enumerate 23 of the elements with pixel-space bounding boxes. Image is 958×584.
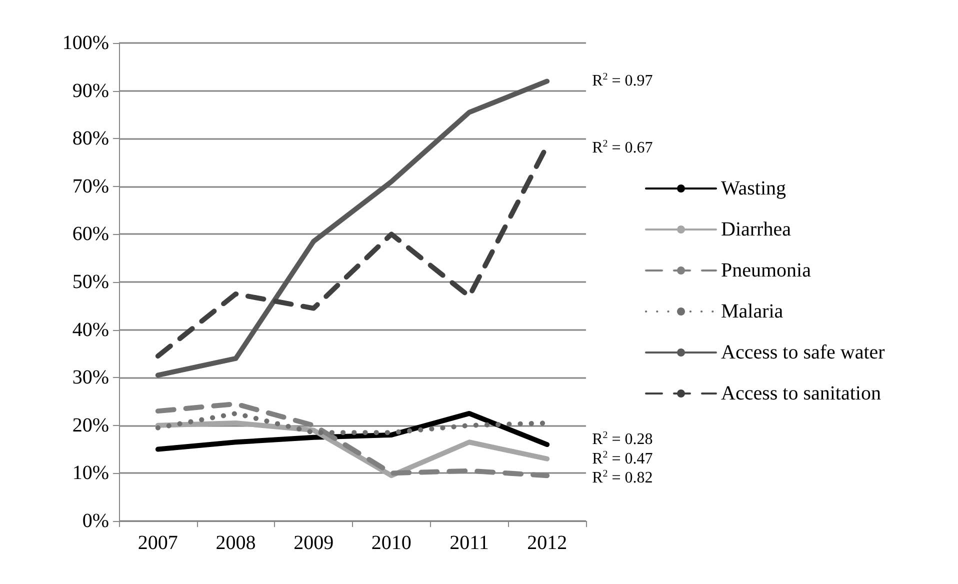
legend-label: Access to safe water <box>721 342 886 364</box>
x-tick-label: 2007 <box>138 532 178 554</box>
y-tick-label: 60% <box>72 223 109 246</box>
x-tick-label: 2012 <box>527 532 568 554</box>
y-tick-label: 100% <box>62 32 109 54</box>
y-tick-label: 20% <box>72 414 109 436</box>
legend-label: Pneumonia <box>721 260 812 282</box>
y-tick-label: 0% <box>82 510 109 532</box>
x-tick-label: 2009 <box>294 532 334 554</box>
legend-label: Wasting <box>721 178 786 200</box>
x-tick-label: 2010 <box>371 532 412 554</box>
y-tick-label: 30% <box>72 366 109 389</box>
y-tick-label: 80% <box>72 128 109 150</box>
y-tick-label: 40% <box>72 318 109 341</box>
y-tick-label: 70% <box>72 175 109 198</box>
x-tick-label: 2008 <box>216 532 256 554</box>
legend-label: Access to sanitation <box>721 382 881 404</box>
legend-label: Malaria <box>721 300 784 322</box>
y-tick-label: 50% <box>72 271 109 293</box>
legend-label: Diarrhea <box>721 218 792 240</box>
y-tick-label: 10% <box>72 462 109 484</box>
x-tick-label: 2011 <box>450 532 489 554</box>
y-tick-label: 90% <box>72 80 109 102</box>
